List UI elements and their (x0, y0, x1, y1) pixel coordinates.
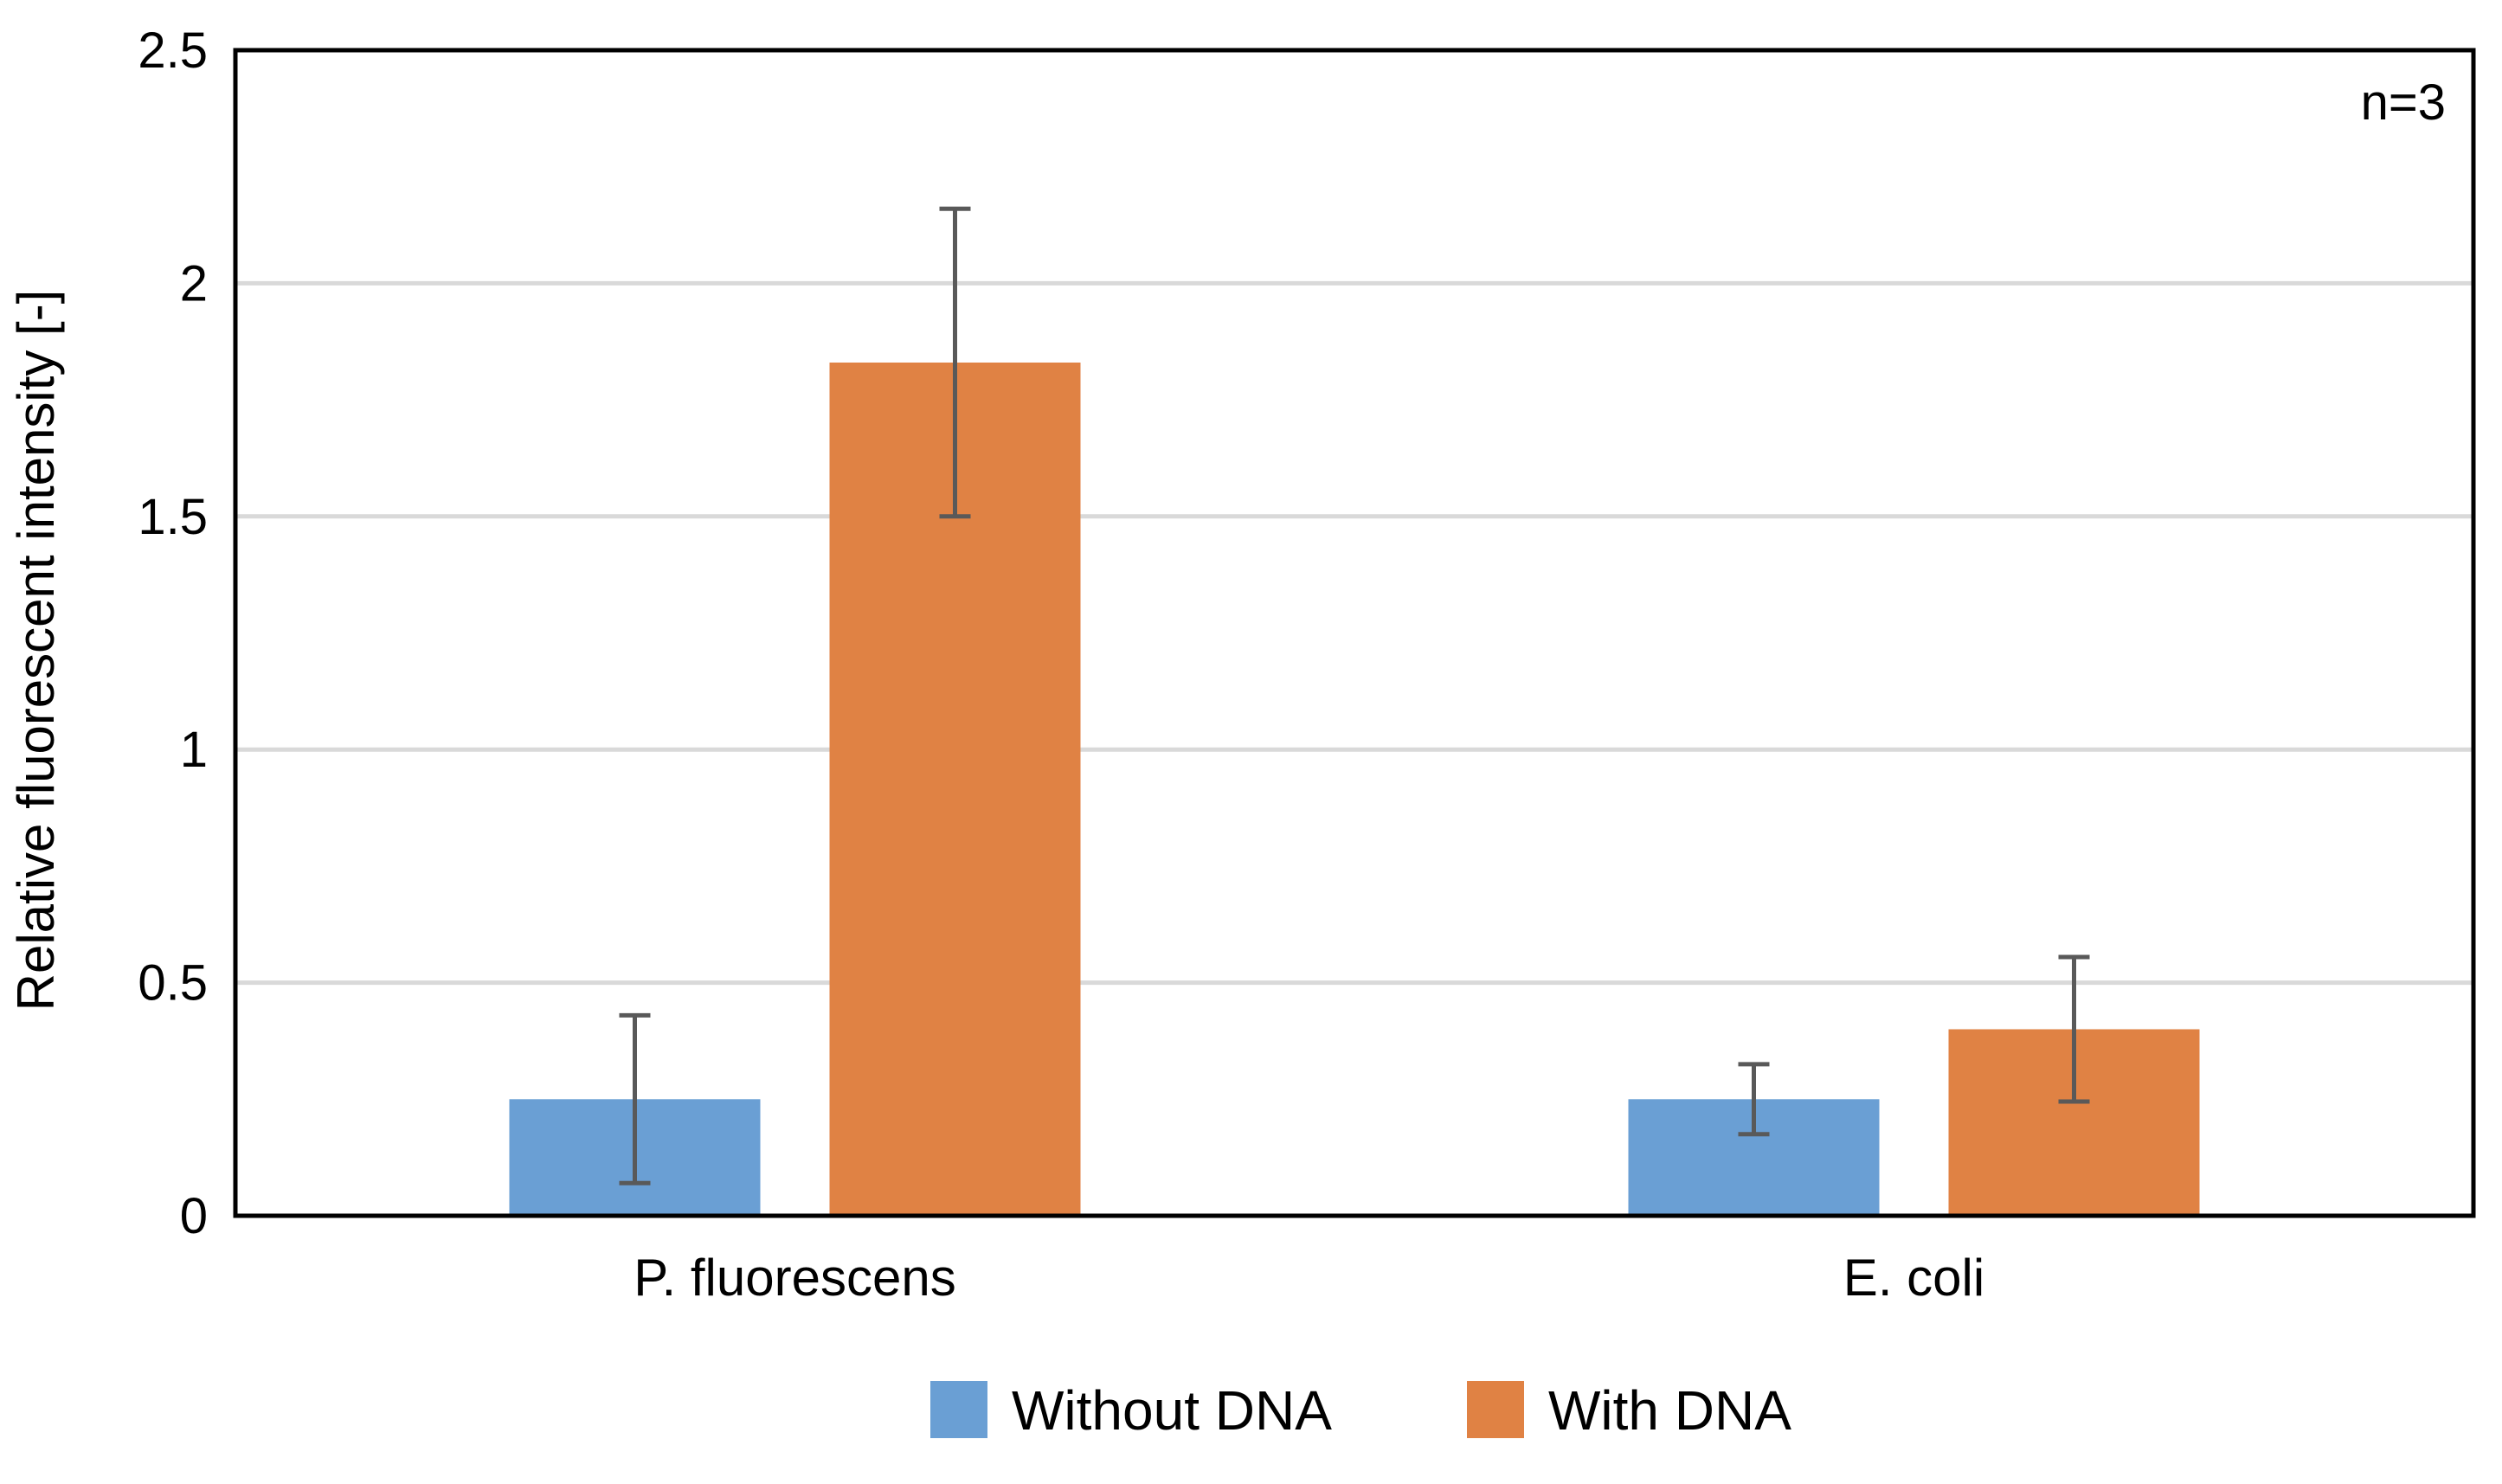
legend-swatch (930, 1381, 987, 1438)
legend-swatch (1467, 1381, 1524, 1438)
error-bars (619, 206, 2090, 1185)
y-tick-label: 0 (180, 1188, 208, 1244)
bars (509, 362, 2200, 1215)
x-axis-categories: P. fluorescens E. coli (634, 1249, 1984, 1307)
y-axis-title: Relative fluorescent intensity [-] (7, 290, 65, 1012)
legend-label: Without DNA (1012, 1379, 1332, 1442)
legend: Without DNA With DNA (930, 1379, 1791, 1442)
legend-label: With DNA (1548, 1379, 1791, 1442)
y-tick-label: 2 (180, 255, 208, 312)
gridlines (235, 280, 2473, 986)
plot-frame (233, 48, 2476, 1218)
y-tick-label: 2.5 (138, 22, 208, 79)
x-category-label: P. fluorescens (634, 1249, 955, 1307)
y-tick-label: 1 (180, 722, 208, 778)
y-axis-ticks: 0 0.5 1 1.5 2 2.5 (138, 22, 208, 1244)
y-tick-label: 1.5 (138, 489, 208, 545)
x-category-label: E. coli (1843, 1249, 1984, 1307)
y-tick-label: 0.5 (138, 955, 208, 1012)
sample-size-annotation: n=3 (2361, 74, 2446, 131)
